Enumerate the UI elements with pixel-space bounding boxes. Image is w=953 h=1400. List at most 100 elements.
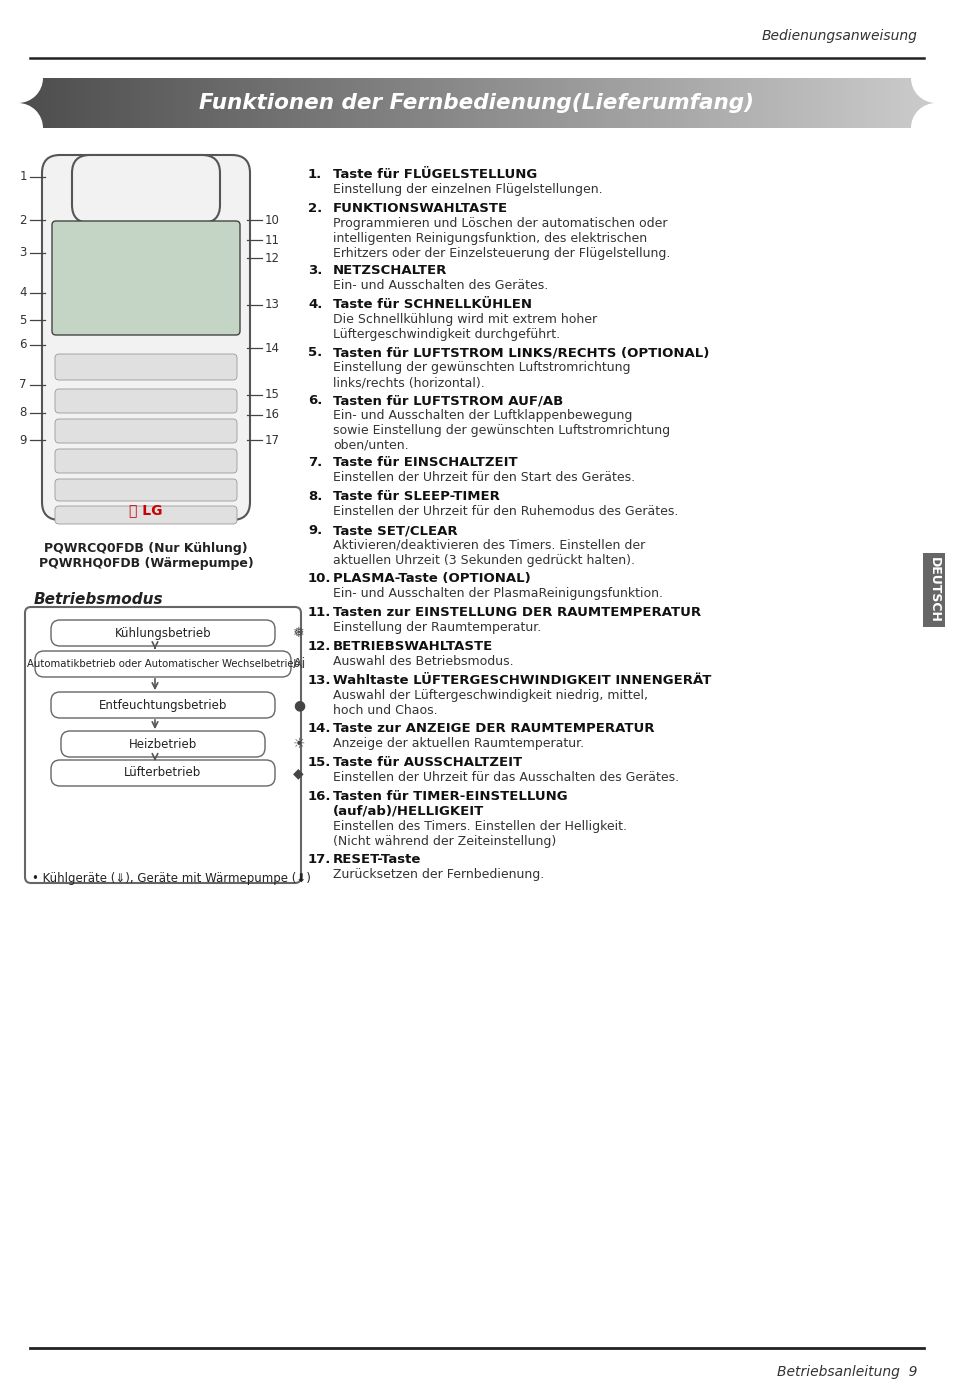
Bar bbox=[659, 78, 663, 127]
Bar bbox=[917, 78, 921, 127]
Text: Die Schnellkühlung wird mit extrem hoher
Lüftergeschwindigkeit durchgeführt.: Die Schnellkühlung wird mit extrem hoher… bbox=[333, 314, 597, 342]
Bar bbox=[375, 78, 379, 127]
Bar bbox=[737, 78, 740, 127]
Bar bbox=[575, 78, 578, 127]
Bar bbox=[522, 78, 526, 127]
Bar bbox=[158, 78, 162, 127]
Bar bbox=[363, 78, 367, 127]
Bar bbox=[525, 78, 529, 127]
Bar bbox=[914, 78, 917, 127]
Bar bbox=[403, 78, 407, 127]
Bar bbox=[70, 78, 73, 127]
Bar bbox=[684, 78, 688, 127]
Bar bbox=[770, 78, 774, 127]
FancyBboxPatch shape bbox=[71, 155, 220, 223]
Bar bbox=[97, 78, 101, 127]
Bar bbox=[64, 78, 68, 127]
Text: Einstellung der Raumtemperatur.: Einstellung der Raumtemperatur. bbox=[333, 622, 540, 634]
Bar bbox=[547, 78, 551, 127]
Bar bbox=[537, 78, 541, 127]
Text: BETRIEBSWAHLTASTE: BETRIEBSWAHLTASTE bbox=[333, 640, 493, 652]
Bar bbox=[780, 78, 782, 127]
Bar bbox=[110, 78, 113, 127]
Bar bbox=[862, 78, 865, 127]
Bar bbox=[330, 78, 334, 127]
Text: Auswahl der Lüftergeschwindigkeit niedrig, mittel,
hoch und Chaos.: Auswahl der Lüftergeschwindigkeit niedri… bbox=[333, 689, 647, 717]
Bar bbox=[752, 78, 755, 127]
Bar bbox=[482, 78, 486, 127]
Bar bbox=[104, 78, 107, 127]
Wedge shape bbox=[18, 104, 43, 127]
Bar bbox=[471, 78, 474, 127]
Bar bbox=[598, 78, 602, 127]
Bar bbox=[30, 78, 33, 127]
Bar bbox=[745, 78, 749, 127]
Bar bbox=[73, 78, 76, 127]
Bar bbox=[256, 78, 260, 127]
Text: Funktionen der Fernbedienung(Lieferumfang): Funktionen der Fernbedienung(Lieferumfan… bbox=[199, 92, 754, 113]
FancyBboxPatch shape bbox=[61, 731, 265, 757]
Bar bbox=[513, 78, 517, 127]
FancyBboxPatch shape bbox=[55, 354, 236, 379]
Bar bbox=[449, 78, 453, 127]
Bar bbox=[312, 78, 315, 127]
Bar bbox=[132, 78, 134, 127]
Text: Heizbetrieb: Heizbetrieb bbox=[129, 738, 197, 750]
Bar bbox=[910, 78, 914, 127]
Bar bbox=[189, 78, 193, 127]
Text: 1.: 1. bbox=[308, 168, 322, 181]
Text: 3: 3 bbox=[20, 246, 27, 259]
Bar bbox=[424, 78, 428, 127]
Bar bbox=[367, 78, 370, 127]
Bar bbox=[864, 78, 868, 127]
Text: Anzeige der aktuellen Raumtemperatur.: Anzeige der aktuellen Raumtemperatur. bbox=[333, 736, 583, 750]
FancyBboxPatch shape bbox=[35, 651, 291, 678]
Bar bbox=[611, 78, 615, 127]
Text: 3.: 3. bbox=[308, 265, 322, 277]
Bar bbox=[409, 78, 413, 127]
Bar bbox=[464, 78, 468, 127]
Bar bbox=[152, 78, 156, 127]
Text: Ein- und Ausschalten der Luftklappenbewegung
sowie Einstellung der gewünschten L: Ein- und Ausschalten der Luftklappenbewe… bbox=[333, 409, 669, 452]
Bar bbox=[147, 78, 150, 127]
Bar bbox=[302, 78, 306, 127]
Bar bbox=[843, 78, 847, 127]
Bar bbox=[706, 78, 709, 127]
Bar bbox=[742, 78, 746, 127]
Bar bbox=[821, 78, 825, 127]
Bar bbox=[112, 78, 116, 127]
Bar bbox=[489, 78, 493, 127]
FancyBboxPatch shape bbox=[51, 760, 274, 785]
Text: ☀: ☀ bbox=[293, 736, 305, 750]
Bar bbox=[67, 78, 71, 127]
Bar bbox=[418, 78, 422, 127]
Bar bbox=[119, 78, 122, 127]
Bar bbox=[272, 78, 275, 127]
Text: 1: 1 bbox=[19, 171, 27, 183]
Bar bbox=[788, 78, 792, 127]
Bar bbox=[394, 78, 397, 127]
Bar bbox=[317, 78, 321, 127]
Bar bbox=[828, 78, 832, 127]
Text: ◆: ◆ bbox=[293, 766, 303, 780]
Bar bbox=[834, 78, 838, 127]
Bar bbox=[550, 78, 554, 127]
Text: Tasten zur EINSTELLUNG DER RAUMTEMPERATUR: Tasten zur EINSTELLUNG DER RAUMTEMPERATU… bbox=[333, 606, 700, 619]
Bar bbox=[385, 78, 389, 127]
Bar bbox=[926, 78, 929, 127]
Bar bbox=[474, 78, 477, 127]
Bar bbox=[672, 78, 676, 127]
Text: 12: 12 bbox=[265, 252, 280, 265]
Bar bbox=[899, 78, 902, 127]
Bar bbox=[436, 78, 440, 127]
Bar bbox=[504, 78, 508, 127]
Bar bbox=[373, 78, 376, 127]
Text: NETZSCHALTER: NETZSCHALTER bbox=[333, 265, 447, 277]
Bar bbox=[923, 78, 926, 127]
Bar bbox=[929, 78, 932, 127]
Bar bbox=[128, 78, 132, 127]
Bar bbox=[831, 78, 835, 127]
Text: 13.: 13. bbox=[308, 673, 331, 687]
Text: 15.: 15. bbox=[308, 756, 331, 769]
Text: Tasten für LUFTSTROM LINKS/RECHTS (OPTIONAL): Tasten für LUFTSTROM LINKS/RECHTS (OPTIO… bbox=[333, 346, 709, 358]
